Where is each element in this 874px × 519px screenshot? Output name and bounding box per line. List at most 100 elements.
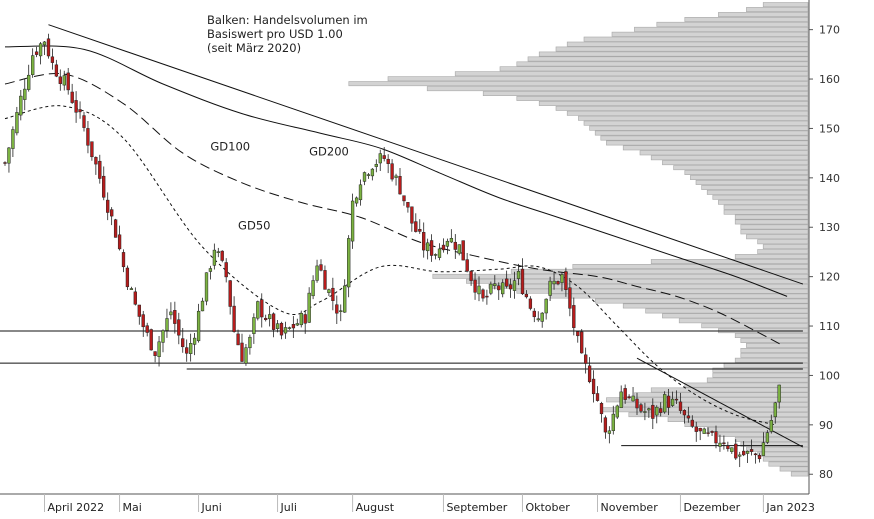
volume-bar <box>740 352 809 358</box>
candle-up <box>256 301 260 319</box>
candle-down <box>734 443 738 459</box>
volume-bar <box>516 96 809 101</box>
candle-up <box>287 327 292 329</box>
volume-bar <box>723 204 809 210</box>
candle-up <box>23 88 27 100</box>
candle-down <box>181 338 185 348</box>
volume-bar <box>606 397 809 403</box>
volume-bar <box>762 2 809 8</box>
candle-down <box>753 453 758 456</box>
candle-down <box>568 287 572 309</box>
volume-bar <box>723 209 809 215</box>
candle-down <box>236 333 240 346</box>
volume-bar <box>516 288 809 294</box>
volume-bar <box>583 36 809 42</box>
candle-up <box>339 310 343 312</box>
x-tick-label: Mai <box>123 501 142 514</box>
candle-up <box>295 323 299 326</box>
candle-up <box>560 274 564 283</box>
candle-up <box>343 285 347 313</box>
candle-down <box>627 396 631 398</box>
candle-down <box>587 365 592 383</box>
candle-down <box>603 417 608 433</box>
candle-up <box>445 240 450 247</box>
candle-down <box>46 38 51 57</box>
candle-down <box>137 304 141 317</box>
volume-bar <box>538 101 809 106</box>
candle-up <box>457 244 461 254</box>
candle-down <box>710 431 714 433</box>
moving-averages: GD50 GD100 GD200 <box>4 45 788 426</box>
candle-down <box>556 281 560 285</box>
volume-bar <box>690 175 809 180</box>
volume-bar <box>734 254 809 259</box>
axes: 80 90 100 110 120 130 140 150 160 170 April 2022 Ma… <box>0 0 840 514</box>
candle-down <box>714 431 718 444</box>
volume-bar <box>510 268 809 274</box>
candle-down <box>66 72 70 91</box>
candle-up <box>374 164 378 167</box>
candle-up <box>433 254 438 256</box>
volume-bar <box>516 61 809 67</box>
candle-down <box>145 325 149 333</box>
volume-bar <box>628 412 809 418</box>
candle-down <box>390 163 394 180</box>
candle-down <box>228 280 232 307</box>
volume-bar <box>701 323 809 329</box>
candle-up <box>216 251 220 253</box>
candle-up <box>196 310 201 342</box>
candle-down <box>240 342 244 362</box>
candle-down <box>264 317 268 320</box>
volume-bar <box>740 347 809 353</box>
ma-label-gd100: GD100 <box>210 140 250 154</box>
candle-up <box>366 174 371 176</box>
candle-down <box>485 295 489 298</box>
volume-note-line-3: (seit März 2020) <box>207 41 301 55</box>
volume-bar <box>482 91 809 97</box>
candle-down <box>113 219 118 238</box>
volume-bar <box>723 362 809 368</box>
candle-down <box>331 287 335 301</box>
ma-label-gd200: GD200 <box>309 145 349 159</box>
candle-down <box>3 162 7 164</box>
candle-up <box>730 447 734 452</box>
candle-up <box>761 442 766 456</box>
volume-bar <box>645 308 809 314</box>
volume-bar <box>684 170 809 175</box>
candle-down <box>694 426 698 432</box>
candle-down <box>386 158 390 164</box>
volume-bar <box>673 165 809 171</box>
volume-bar <box>426 86 809 92</box>
volume-bar <box>740 224 809 230</box>
candle-down <box>508 284 513 290</box>
candle-down <box>639 404 643 412</box>
volume-bar <box>622 303 809 309</box>
candle-down <box>666 395 671 408</box>
volume-bar <box>684 422 809 427</box>
candle-down <box>595 393 600 401</box>
candle-down <box>260 299 264 318</box>
volume-bar <box>734 357 809 363</box>
candle-up <box>670 398 675 406</box>
volume-bar <box>734 333 809 338</box>
candle-down <box>303 314 307 324</box>
candle-up <box>493 283 497 286</box>
volume-bar <box>634 26 809 32</box>
volume-bar <box>639 150 809 156</box>
candle-down <box>698 427 702 432</box>
candle-down <box>185 347 189 354</box>
candle-up <box>354 197 359 204</box>
volume-bar <box>656 21 809 27</box>
candle-down <box>564 271 568 290</box>
volume-bar <box>662 160 809 166</box>
candle-up <box>378 153 382 164</box>
trend-line <box>48 24 804 285</box>
volume-bar <box>634 392 809 398</box>
candle-down <box>722 442 726 445</box>
candle-down <box>153 351 157 356</box>
y-tick-label: 150 <box>819 122 840 135</box>
candle-up <box>189 343 193 354</box>
volume-bar <box>594 298 809 304</box>
volume-bar <box>622 402 809 408</box>
